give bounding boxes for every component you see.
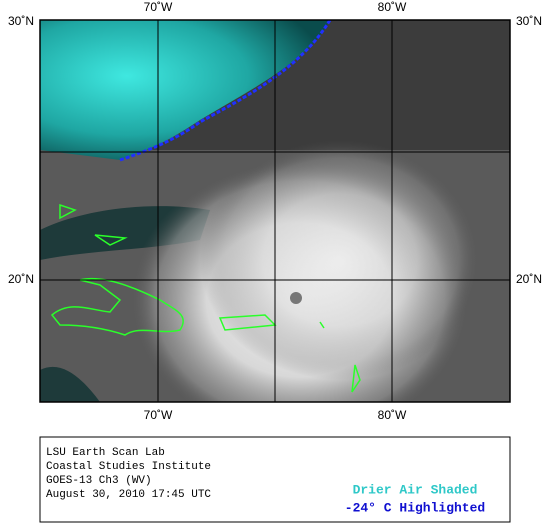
credit-line: LSU Earth Scan Lab [46,447,165,459]
credit-line: August 30, 2010 17:45 UTC [46,489,211,501]
lon-label: 80˚W [378,0,407,14]
lon-label: 70˚W [144,408,173,422]
drier-air-note: Drier Air Shaded [353,482,478,497]
lat-label: 30˚N [8,14,34,28]
legend-box [39,436,511,523]
map-frame [39,19,511,403]
lat-label: 20˚N [516,272,542,286]
lon-label: 70˚W [144,0,173,14]
credit-line: GOES-13 Ch3 (WV) [46,475,152,487]
graticule [40,20,510,402]
highlight-note: -24° C Highlighted [345,500,485,515]
lon-label: 80˚W [378,408,407,422]
lat-label: 20˚N [8,272,34,286]
credit-line: Coastal Studies Institute [46,461,211,473]
lat-label: 30˚N [516,14,542,28]
